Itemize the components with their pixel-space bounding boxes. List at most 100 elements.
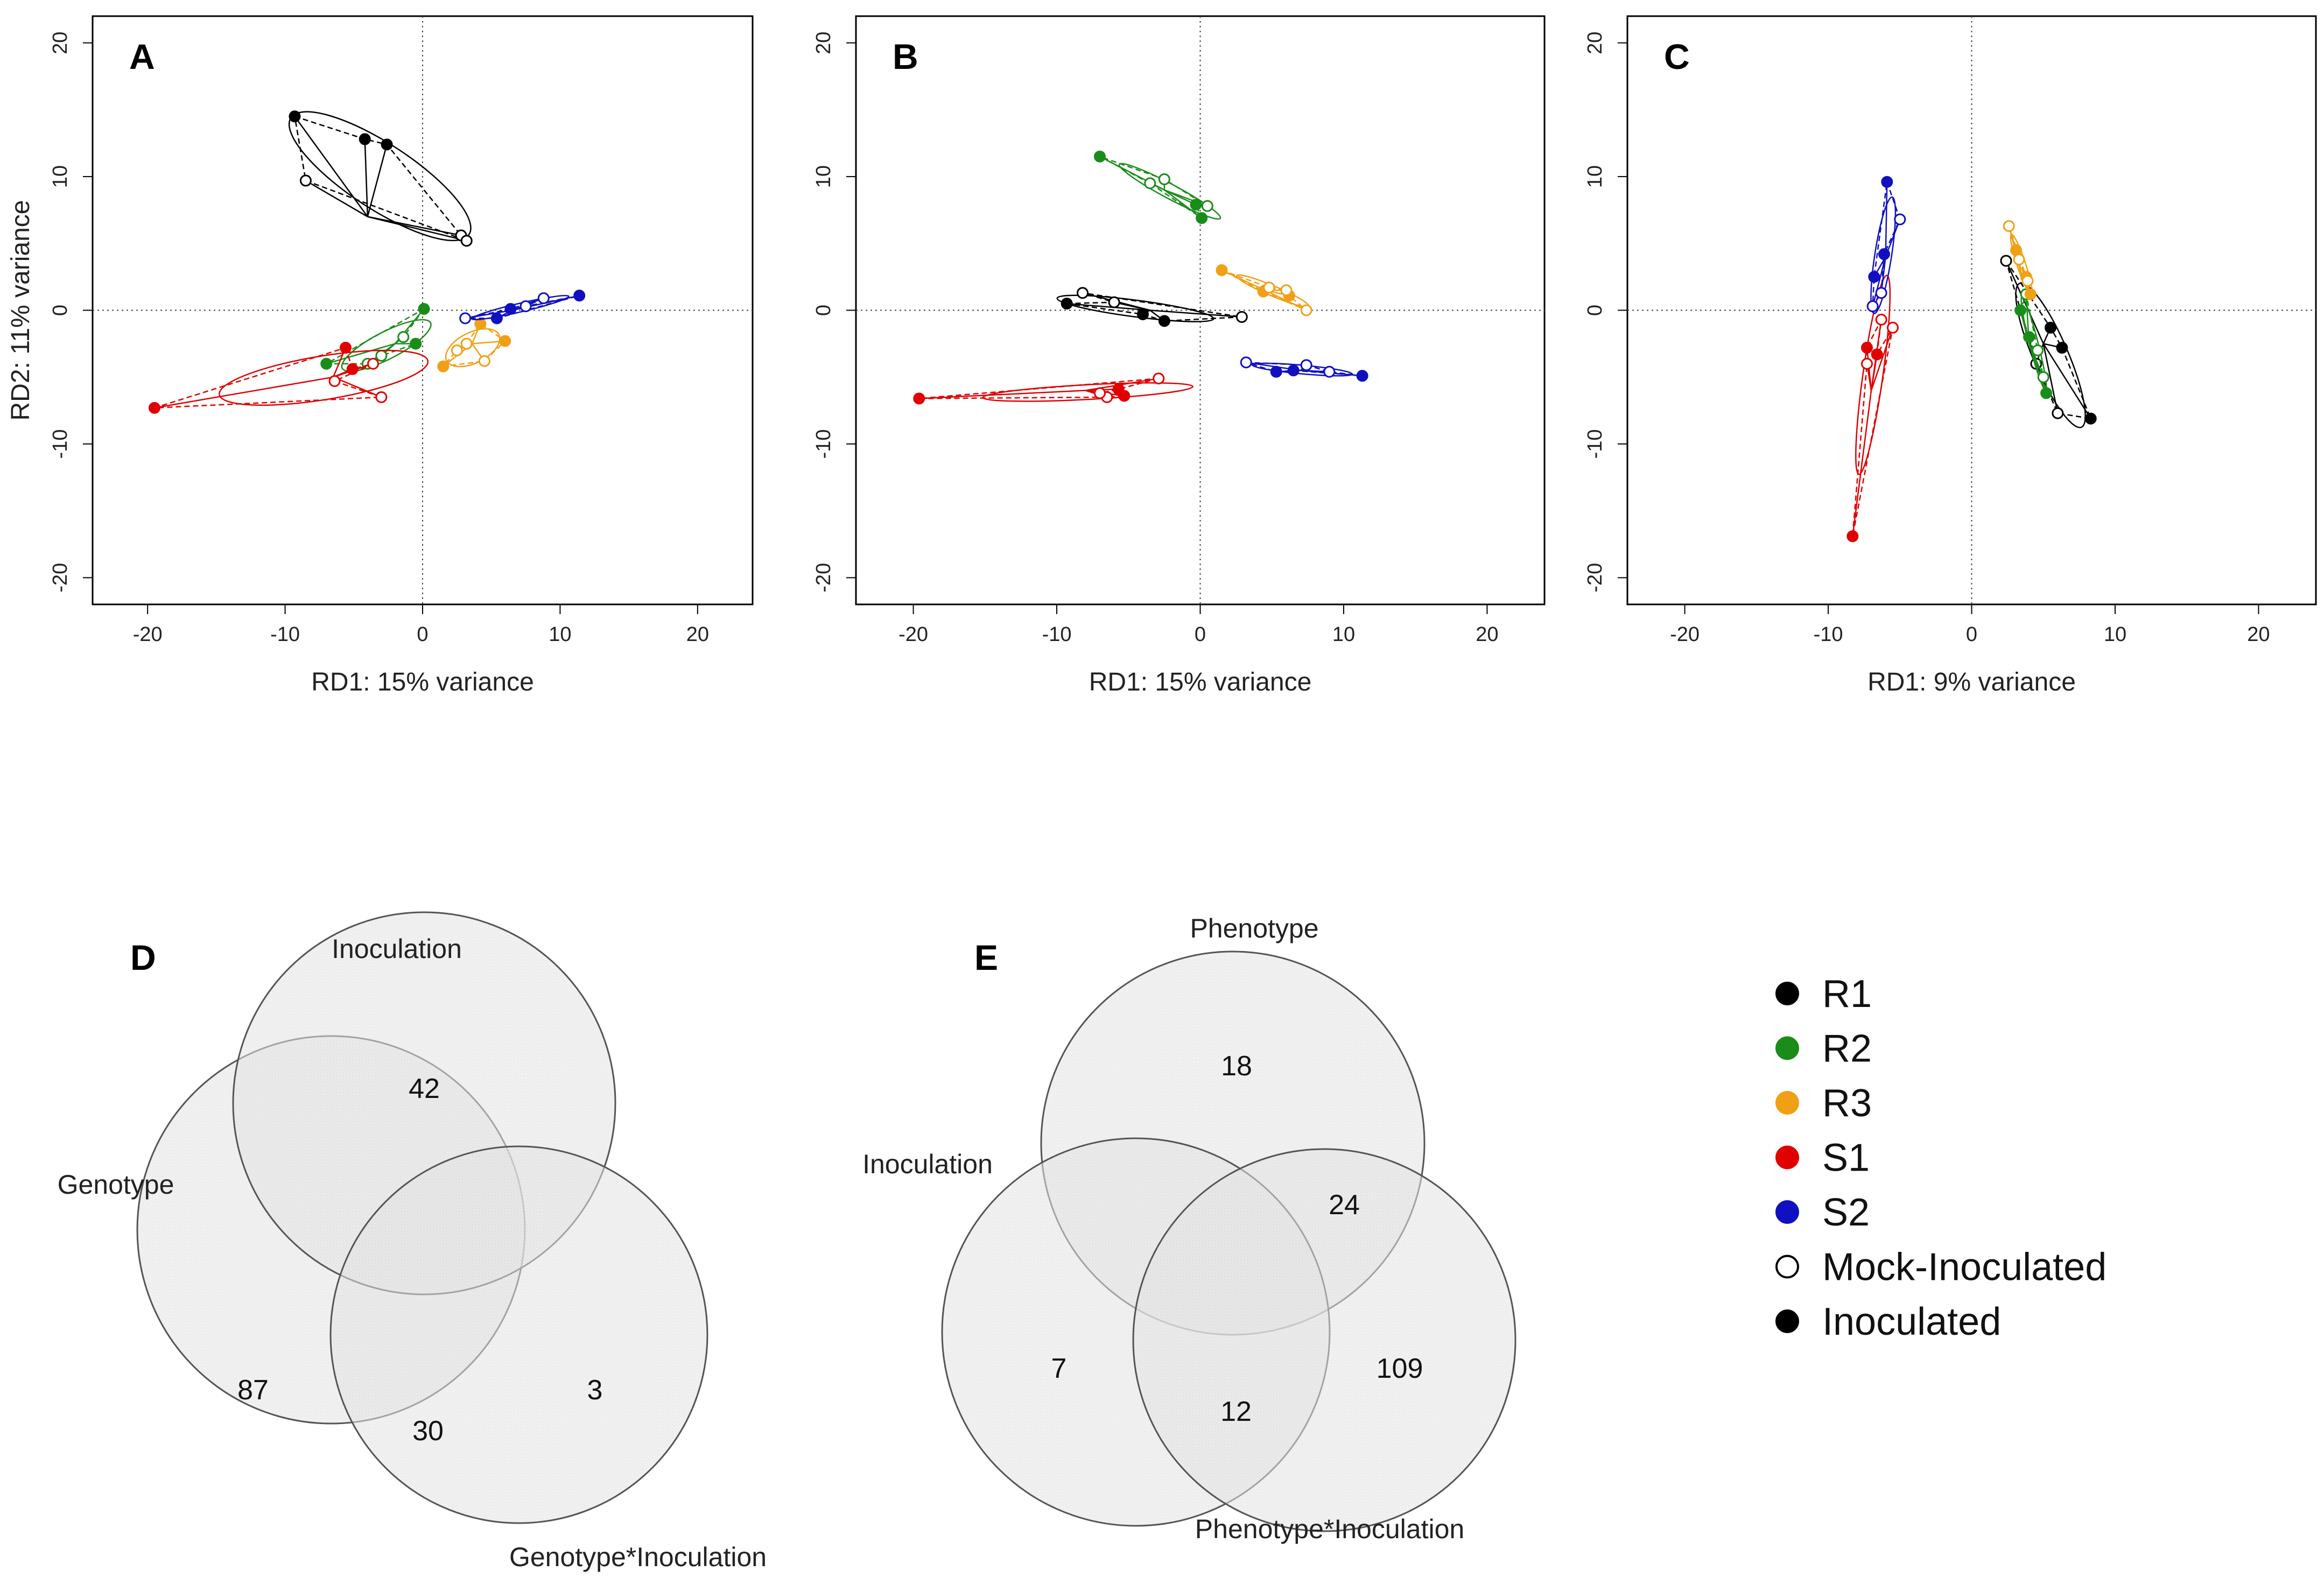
spider-line xyxy=(1164,189,1202,219)
legend-label: S2 xyxy=(1822,1191,1870,1234)
x-tick-label: 0 xyxy=(1966,623,1977,646)
y-tick-label: 20 xyxy=(1584,32,1606,54)
spider-line xyxy=(333,376,382,398)
mock-inoculated-point xyxy=(375,349,388,362)
venn-panel-d: D Genotype Inoculation Genotype*Inoculation… xyxy=(58,911,767,1572)
venn-panels: D Genotype Inoculation Genotype*Inoculation… xyxy=(58,911,1516,1572)
inoculated-point xyxy=(573,290,586,302)
spider-line xyxy=(2042,343,2091,419)
venn-set-label: Genotype xyxy=(58,1170,174,1200)
venn-circle-genotype-x-inoculation xyxy=(329,1145,708,1524)
inoculated-point xyxy=(418,303,430,315)
x-tick-label: 10 xyxy=(1332,623,1355,646)
mock-inoculated-point xyxy=(1201,200,1213,212)
mock-inoculated-point xyxy=(1240,356,1252,369)
mock-inoculated-point xyxy=(1263,281,1275,294)
mock-inoculated-point xyxy=(1235,311,1248,323)
mock-inoculated-point xyxy=(459,312,472,325)
series-s1 xyxy=(1846,274,1899,543)
mock-inoculated-point xyxy=(1875,313,1887,326)
series-s2 xyxy=(1240,356,1368,382)
mock-inoculated-point xyxy=(1300,304,1312,316)
mock-inoculated-point xyxy=(1158,173,1170,186)
legend-label: Mock-Inoculated xyxy=(1822,1246,2107,1289)
y-tick-label: 10 xyxy=(812,165,835,188)
spider-line xyxy=(1872,256,1886,307)
inoculated-point xyxy=(289,110,301,123)
mock-inoculated-point xyxy=(2003,220,2015,233)
series-s2 xyxy=(459,290,586,325)
inoculated-point xyxy=(1216,264,1228,276)
series-s2 xyxy=(1866,176,1906,314)
mock-inoculated-point xyxy=(1866,300,1879,313)
mock-inoculated-point xyxy=(537,292,550,305)
spider-line xyxy=(1880,256,1886,293)
scatter-panels: -20 -10 0 10 20 -20 -10 0 10 20 RD1: 15% variance R… xyxy=(6,15,2317,696)
panel-label: B xyxy=(893,37,918,76)
group-hull xyxy=(293,115,467,242)
y-axis-label: RD2: 11% variance xyxy=(6,200,35,421)
spider-line xyxy=(2028,343,2044,378)
spider-line xyxy=(1150,309,1242,318)
legend-filled-dot xyxy=(1775,982,1799,1005)
venn-region-count: 109 xyxy=(1377,1353,1423,1384)
mock-inoculated-point xyxy=(1077,287,1089,299)
venn-set-label: Inoculation xyxy=(862,1149,993,1179)
inoculated-point xyxy=(1846,530,1859,543)
venn-set-label: Inoculation xyxy=(332,934,462,964)
spider-line xyxy=(1221,269,1265,291)
x-tick-label: -20 xyxy=(133,623,163,646)
venn-set-label: Phenotype xyxy=(1190,913,1318,943)
series-r1 xyxy=(288,110,473,247)
venn-set-label: Phenotype*Inoculation xyxy=(1195,1514,1464,1544)
legend: R1 R2 R3 S1 S2 Mock-Inoculated Inoculated xyxy=(1775,973,2107,1343)
group-ellipse xyxy=(445,328,501,368)
venn-region-count: 42 xyxy=(409,1073,440,1104)
x-tick-label: 10 xyxy=(2104,623,2126,646)
x-axis-label: RD1: 9% variance xyxy=(1867,668,2076,696)
inoculated-point xyxy=(359,133,371,145)
mock-inoculated-point xyxy=(2032,344,2044,357)
inoculated-point xyxy=(2040,387,2053,399)
series-r1 xyxy=(2000,255,2097,428)
mock-inoculated-point xyxy=(1280,284,1293,297)
panel-label: C xyxy=(1664,37,1690,76)
inoculated-point xyxy=(504,303,517,315)
y-tick-label: -10 xyxy=(812,429,835,459)
inoculated-point xyxy=(381,138,393,151)
legend-filled-dot xyxy=(1775,1200,1799,1224)
inoculated-point xyxy=(1356,370,1368,382)
mock-inoculated-point xyxy=(478,355,490,367)
mock-inoculated-point xyxy=(1886,321,1899,334)
legend-item: S2 xyxy=(1775,1191,1870,1234)
series-s1 xyxy=(913,372,1193,405)
inoculated-point xyxy=(2045,321,2057,334)
inoculated-point xyxy=(1860,342,1873,354)
legend-label: Inoculated xyxy=(1822,1300,2001,1343)
legend-item: S1 xyxy=(1775,1137,1870,1180)
y-tick-label: -10 xyxy=(1584,429,1606,459)
inoculated-point xyxy=(490,312,503,325)
mock-inoculated-point xyxy=(2000,255,2012,267)
mock-inoculated-point xyxy=(1860,357,1873,370)
group-hull xyxy=(1066,292,1242,322)
venn-region-count: 12 xyxy=(1220,1396,1252,1427)
series-s1 xyxy=(148,342,429,414)
group-ellipse xyxy=(982,382,1193,402)
y-tick-label: 10 xyxy=(49,165,72,188)
y-tick-label: -20 xyxy=(812,563,835,593)
group-ellipse xyxy=(341,319,432,372)
inoculated-point xyxy=(1093,150,1106,163)
inoculated-point xyxy=(1871,348,1883,361)
legend-item: R3 xyxy=(1775,1082,1872,1125)
x-tick-label: 10 xyxy=(549,623,571,646)
legend-open-dot xyxy=(1775,1255,1799,1279)
inoculated-point xyxy=(1158,315,1170,327)
inoculated-point xyxy=(410,337,422,350)
y-tick-label: -10 xyxy=(49,429,72,459)
mock-inoculated-point xyxy=(1144,177,1156,189)
mock-inoculated-point xyxy=(299,174,312,187)
mock-inoculated-point xyxy=(1108,296,1120,308)
spider-line xyxy=(364,139,369,217)
legend-item: Inoculated xyxy=(1775,1300,2001,1343)
